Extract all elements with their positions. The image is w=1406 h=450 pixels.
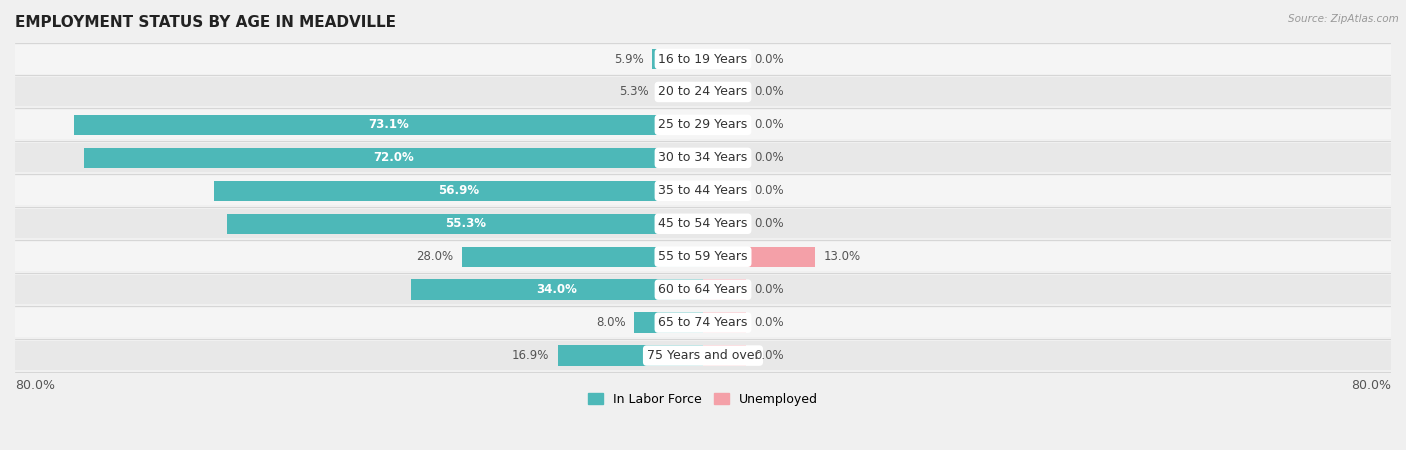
Bar [463, 247, 703, 267]
Text: 0.0%: 0.0% [755, 53, 785, 66]
Text: 80.0%: 80.0% [15, 378, 55, 392]
Bar [703, 180, 747, 201]
Bar [658, 82, 703, 102]
Bar [703, 214, 747, 234]
Text: 5.3%: 5.3% [619, 86, 648, 99]
Bar [15, 308, 1391, 337]
Text: 30 to 34 Years: 30 to 34 Years [658, 151, 748, 164]
Bar [703, 345, 747, 366]
Text: 0.0%: 0.0% [755, 283, 785, 296]
Text: 45 to 54 Years: 45 to 54 Years [658, 217, 748, 230]
Text: 34.0%: 34.0% [536, 283, 578, 296]
Text: 16 to 19 Years: 16 to 19 Years [658, 53, 748, 66]
Text: 55 to 59 Years: 55 to 59 Years [658, 250, 748, 263]
Text: EMPLOYMENT STATUS BY AGE IN MEADVILLE: EMPLOYMENT STATUS BY AGE IN MEADVILLE [15, 15, 396, 30]
Text: 0.0%: 0.0% [755, 217, 785, 230]
Bar [558, 345, 703, 366]
Text: 0.0%: 0.0% [755, 316, 785, 329]
Text: 0.0%: 0.0% [755, 349, 785, 362]
Text: 16.9%: 16.9% [512, 349, 550, 362]
Bar [228, 214, 703, 234]
Bar [214, 180, 703, 201]
Bar [15, 209, 1391, 238]
Text: 20 to 24 Years: 20 to 24 Years [658, 86, 748, 99]
Bar [15, 341, 1391, 370]
Bar [634, 312, 703, 333]
Bar [703, 279, 747, 300]
Text: Source: ZipAtlas.com: Source: ZipAtlas.com [1288, 14, 1399, 23]
Text: 13.0%: 13.0% [824, 250, 860, 263]
Text: 25 to 29 Years: 25 to 29 Years [658, 118, 748, 131]
Bar [15, 110, 1391, 140]
Text: 56.9%: 56.9% [437, 184, 479, 197]
Bar [703, 49, 747, 69]
Text: 0.0%: 0.0% [755, 118, 785, 131]
Text: 60 to 64 Years: 60 to 64 Years [658, 283, 748, 296]
Text: 0.0%: 0.0% [755, 151, 785, 164]
Text: 5.9%: 5.9% [614, 53, 644, 66]
Bar [703, 312, 747, 333]
Text: 0.0%: 0.0% [755, 184, 785, 197]
Text: 73.1%: 73.1% [368, 118, 409, 131]
Bar [703, 148, 747, 168]
Bar [75, 115, 703, 135]
Bar [703, 82, 747, 102]
Text: 28.0%: 28.0% [416, 250, 454, 263]
Bar [15, 45, 1391, 73]
Bar [703, 115, 747, 135]
Text: 35 to 44 Years: 35 to 44 Years [658, 184, 748, 197]
Bar [15, 275, 1391, 304]
Bar [15, 242, 1391, 271]
Text: 0.0%: 0.0% [755, 86, 785, 99]
Bar [15, 77, 1391, 107]
Text: 8.0%: 8.0% [596, 316, 626, 329]
Bar [703, 247, 815, 267]
Bar [15, 176, 1391, 205]
Text: 55.3%: 55.3% [444, 217, 485, 230]
Text: 72.0%: 72.0% [373, 151, 413, 164]
Bar [15, 144, 1391, 172]
Text: 80.0%: 80.0% [1351, 378, 1391, 392]
Bar [411, 279, 703, 300]
Bar [652, 49, 703, 69]
Text: 65 to 74 Years: 65 to 74 Years [658, 316, 748, 329]
Text: 75 Years and over: 75 Years and over [647, 349, 759, 362]
Bar [84, 148, 703, 168]
Legend: In Labor Force, Unemployed: In Labor Force, Unemployed [583, 388, 823, 411]
